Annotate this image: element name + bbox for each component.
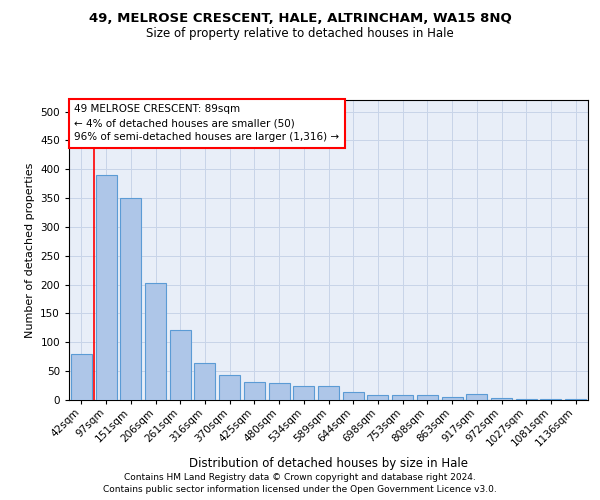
Y-axis label: Number of detached properties: Number of detached properties [25,162,35,338]
Bar [367,395,388,400]
Text: Size of property relative to detached houses in Hale: Size of property relative to detached ho… [146,28,454,40]
Bar [442,397,463,400]
Bar [318,386,339,400]
Bar [392,395,413,400]
Bar [170,330,191,400]
Bar [293,386,314,400]
Bar [71,354,92,400]
Bar [95,175,116,400]
Bar [417,395,438,400]
Text: Contains HM Land Registry data © Crown copyright and database right 2024.: Contains HM Land Registry data © Crown c… [124,472,476,482]
Bar [145,283,166,400]
Bar [565,399,586,400]
Bar [343,392,364,400]
Bar [120,198,141,400]
Text: 49 MELROSE CRESCENT: 89sqm
← 4% of detached houses are smaller (50)
96% of semi-: 49 MELROSE CRESCENT: 89sqm ← 4% of detac… [74,104,340,142]
Bar [491,398,512,400]
Bar [244,382,265,400]
Text: 49, MELROSE CRESCENT, HALE, ALTRINCHAM, WA15 8NQ: 49, MELROSE CRESCENT, HALE, ALTRINCHAM, … [89,12,511,26]
X-axis label: Distribution of detached houses by size in Hale: Distribution of detached houses by size … [189,457,468,470]
Bar [269,382,290,400]
Bar [466,394,487,400]
Text: Contains public sector information licensed under the Open Government Licence v3: Contains public sector information licen… [103,485,497,494]
Bar [194,363,215,400]
Bar [219,375,240,400]
